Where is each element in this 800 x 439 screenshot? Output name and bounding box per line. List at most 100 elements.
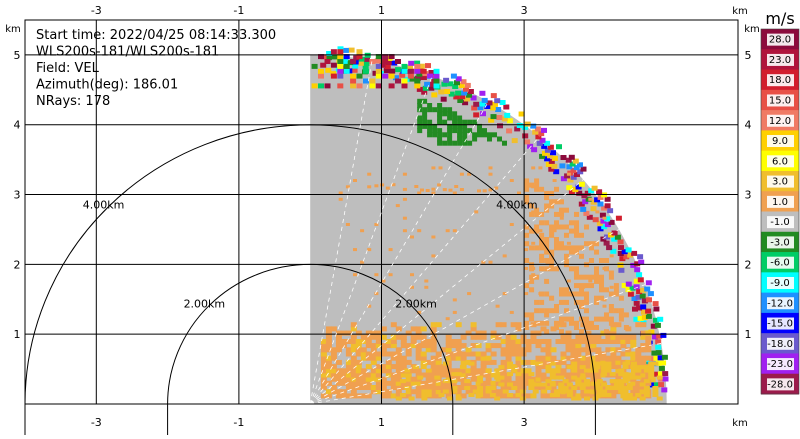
velocity-cell [395, 355, 402, 361]
velocity-cell [465, 372, 472, 378]
velocity-cell [375, 334, 382, 340]
velocity-cell [370, 385, 377, 390]
velocity-cell [605, 389, 612, 395]
velocity-cell [335, 380, 342, 386]
velocity-cell [414, 78, 421, 84]
colorbar-label-bg [767, 114, 794, 127]
velocity-cell [529, 287, 535, 293]
velocity-cell [554, 393, 560, 397]
velocity-cell [562, 389, 569, 394]
velocity-cell [615, 334, 622, 340]
velocity-cell [454, 185, 459, 188]
velocity-cell [480, 355, 487, 361]
velocity-cell [610, 389, 617, 395]
velocity-cell [589, 283, 594, 289]
velocity-cell [535, 330, 542, 336]
velocity-cell [510, 393, 517, 399]
velocity-cell [356, 73, 363, 79]
velocity-cell [424, 81, 431, 87]
velocity-cell [584, 325, 589, 330]
velocity-cell [626, 386, 633, 390]
velocity-cell [460, 372, 467, 378]
velocity-cell [585, 364, 592, 370]
velocity-cell [640, 304, 647, 310]
velocity-cell [424, 279, 429, 283]
velocity-cell [625, 287, 632, 293]
velocity-cell [609, 379, 616, 384]
velocity-cell [390, 393, 397, 399]
velocity-cell [558, 375, 565, 380]
y-tick-label: 2 [14, 258, 21, 271]
velocity-cell [654, 322, 661, 328]
velocity-cell [375, 54, 382, 60]
info-line: Azimuth(deg): 186.01 [36, 78, 178, 93]
velocity-cell [550, 326, 557, 332]
velocity-cell [525, 339, 532, 344]
velocity-cell [559, 207, 564, 213]
velocity-cell [524, 248, 529, 252]
velocity-cell [395, 364, 402, 370]
velocity-cell [437, 119, 443, 125]
velocity-cell [613, 283, 619, 289]
velocity-cell [474, 210, 479, 214]
velocity-cell [365, 355, 372, 361]
velocity-cell [375, 368, 382, 374]
velocity-cell [421, 393, 428, 397]
velocity-cell [325, 67, 332, 73]
velocity-cell [539, 241, 545, 247]
velocity-cell [539, 291, 545, 297]
velocity-cell [385, 351, 392, 357]
velocity-cell [382, 54, 389, 60]
velocity-cell [425, 372, 432, 378]
velocity-cell [529, 266, 535, 272]
velocity-cell [395, 204, 400, 208]
velocity-cell [640, 368, 647, 374]
velocity-cell [350, 322, 357, 328]
x-tick-label: -1 [233, 416, 244, 429]
velocity-cell [353, 179, 357, 182]
velocity-cell [575, 184, 582, 190]
velocity-cell [370, 359, 377, 365]
velocity-cell [594, 270, 599, 276]
velocity-cell [653, 371, 660, 377]
velocity-cell [620, 334, 627, 340]
velocity-cell [544, 190, 550, 196]
velocity-cell [460, 380, 467, 386]
velocity-cell [584, 368, 590, 373]
velocity-cell [451, 372, 458, 377]
velocity-cell [551, 163, 558, 169]
velocity-cell [656, 396, 663, 401]
velocity-cell [554, 245, 559, 251]
velocity-cell [640, 355, 647, 361]
velocity-cell [574, 172, 580, 177]
info-line: Field: VEL [36, 61, 100, 76]
colorbar-tick-label: 6.0 [772, 156, 788, 167]
velocity-cell [375, 372, 382, 378]
velocity-cell [545, 379, 552, 384]
velocity-cell [470, 351, 477, 357]
velocity-cell [515, 393, 522, 397]
velocity-cell [515, 343, 522, 349]
velocity-cell [475, 355, 482, 361]
velocity-cell [445, 380, 452, 386]
velocity-cell [450, 351, 457, 357]
velocity-cell [350, 339, 357, 344]
velocity-cell [480, 380, 487, 386]
velocity-cell [425, 368, 432, 373]
velocity-cell [538, 166, 543, 170]
velocity-cell [590, 343, 597, 349]
velocity-cell [345, 376, 352, 382]
velocity-cell [599, 295, 604, 301]
velocity-cell [600, 385, 607, 390]
velocity-cell [535, 339, 542, 344]
velocity-cell [401, 63, 408, 69]
velocity-cell [480, 359, 487, 365]
velocity-cell [574, 320, 579, 326]
velocity-cell [570, 339, 577, 344]
colorbar-tick-label: -6.0 [770, 258, 790, 269]
velocity-cell [626, 375, 633, 380]
velocity-cell [515, 372, 522, 377]
velocity-cell [380, 334, 387, 340]
colorbar-unit: m/s [765, 9, 794, 28]
velocity-cell [559, 163, 566, 169]
